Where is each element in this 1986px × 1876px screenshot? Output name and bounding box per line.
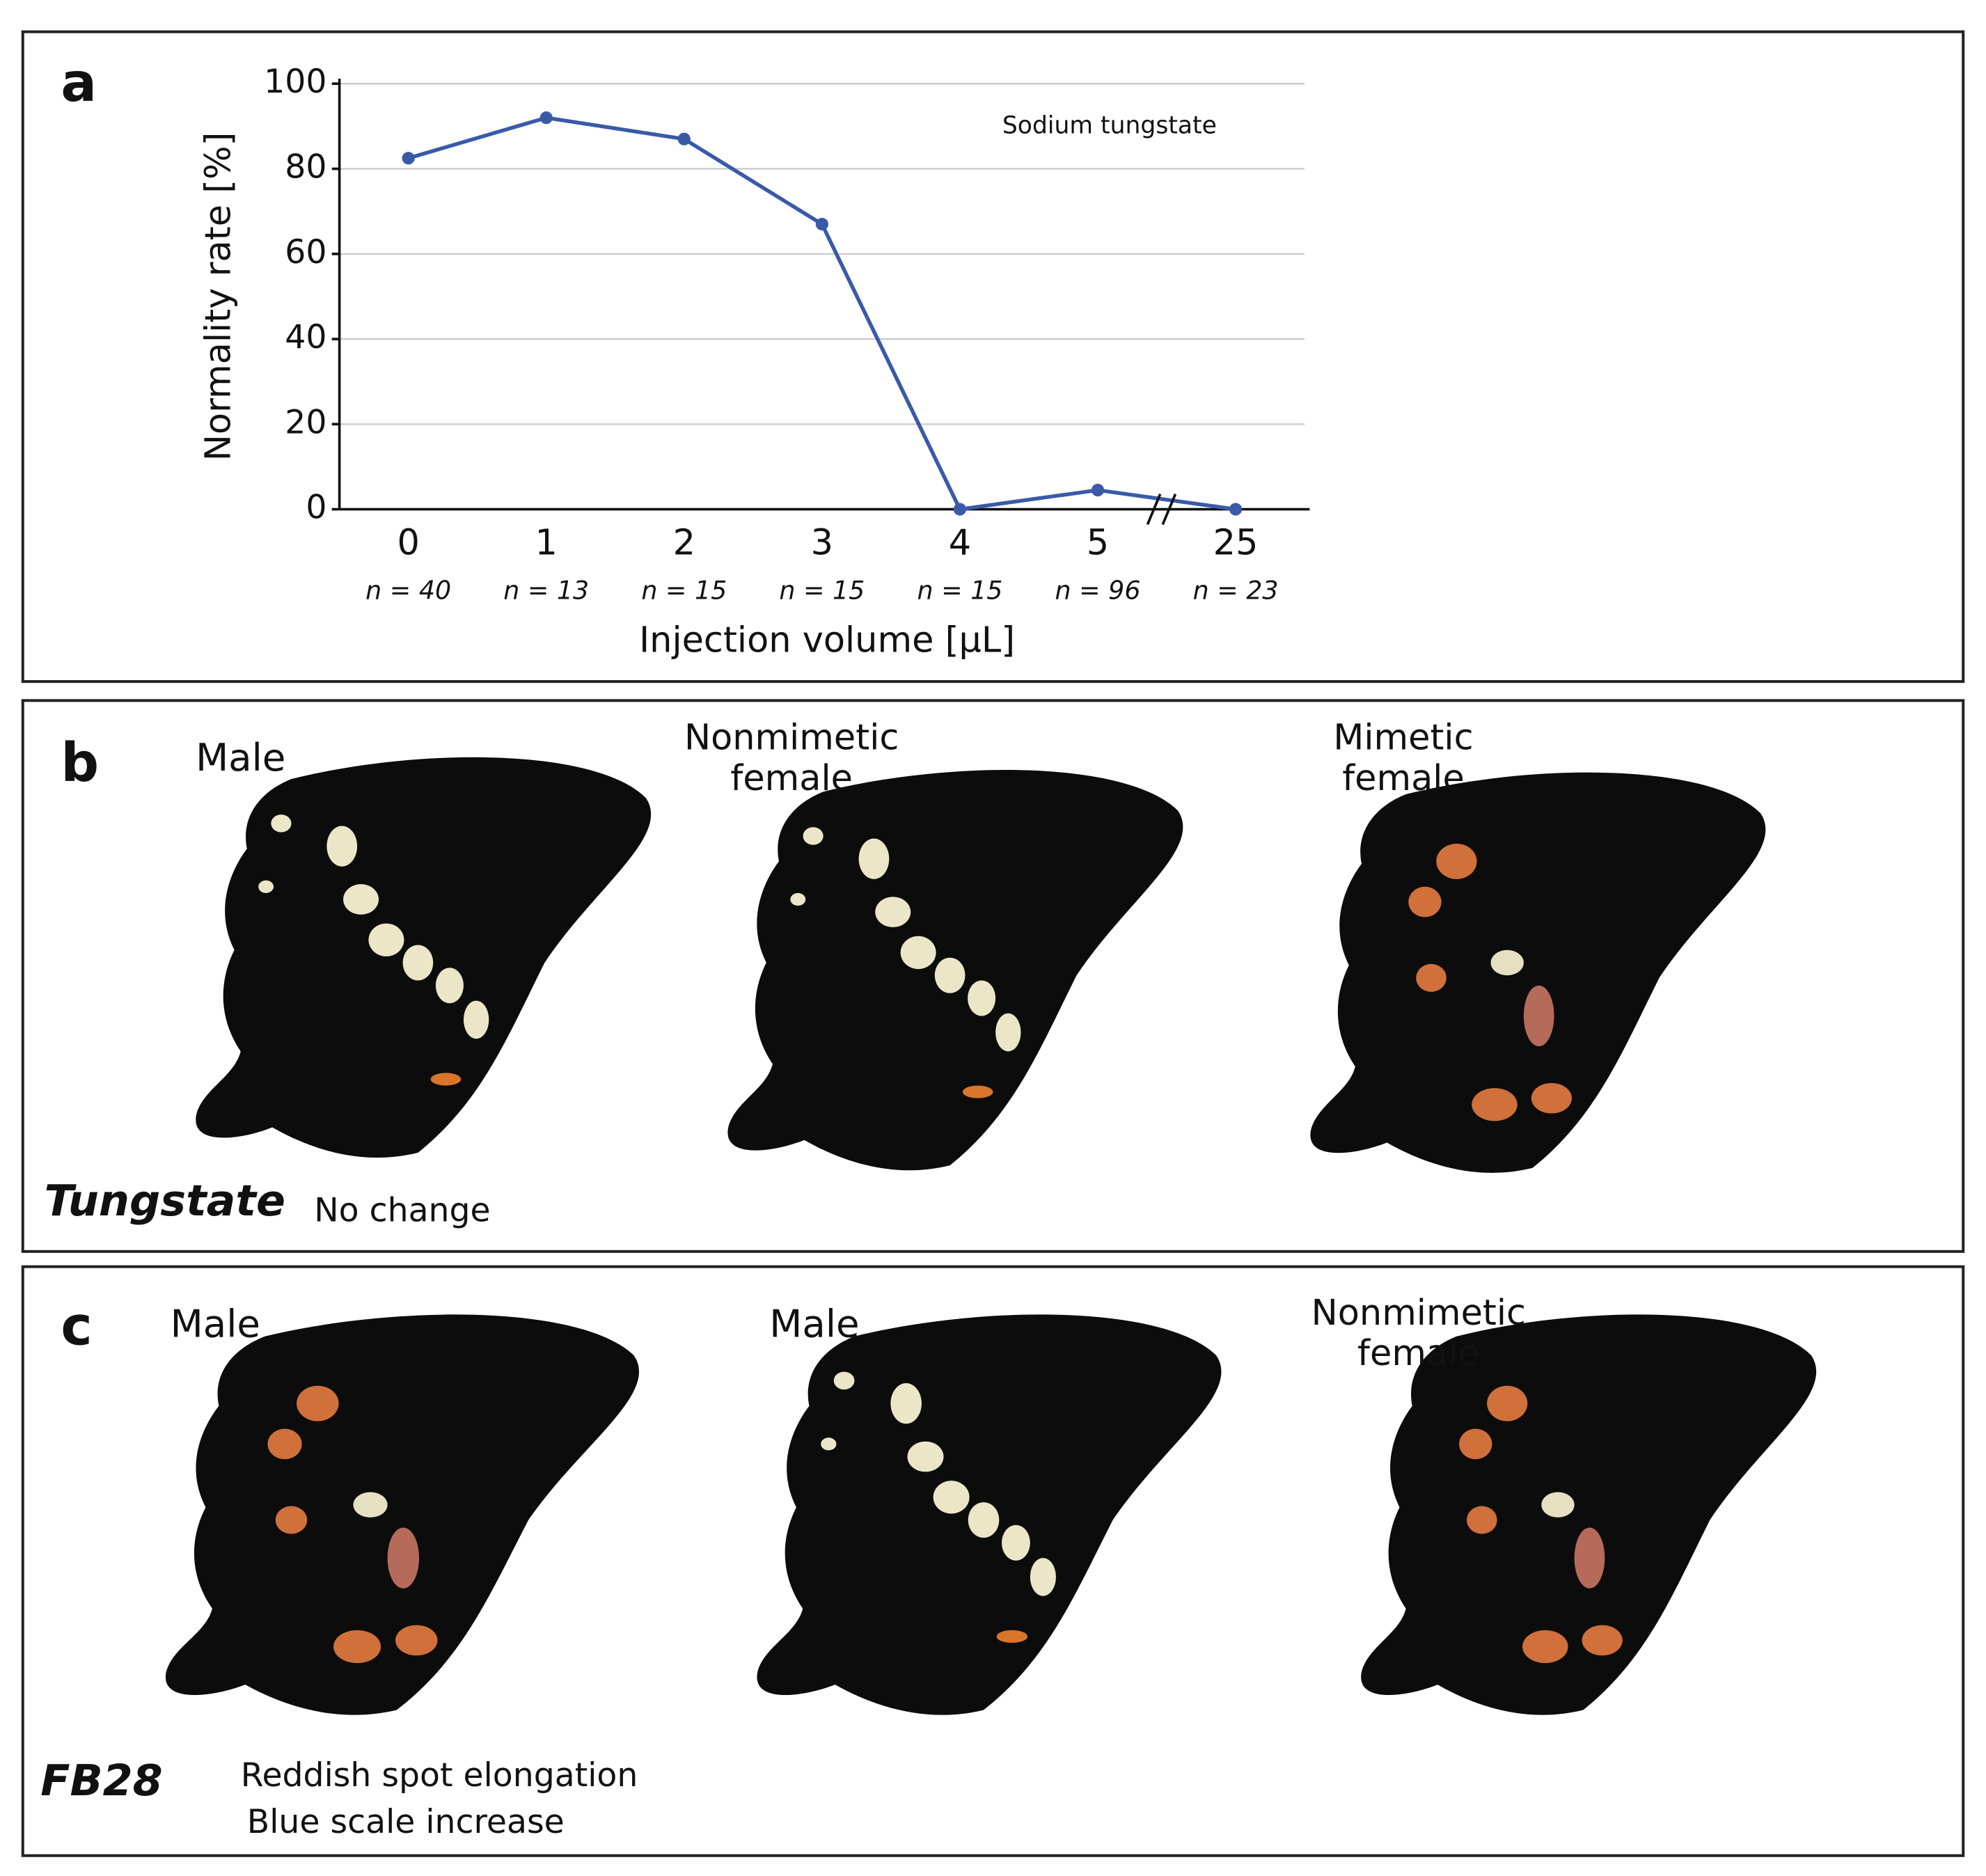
x-tick-label: 4 (949, 523, 971, 564)
x-tick-label: 1 (535, 523, 558, 564)
data-line (407, 116, 1236, 512)
panel-frame (21, 699, 1965, 1253)
sample-size: n = 96 (1055, 575, 1141, 605)
x-tick-label: 5 (1087, 523, 1109, 564)
data-point (402, 152, 415, 165)
x-axis-label: Injection volume [µL] (639, 620, 1015, 661)
data-point (815, 217, 828, 231)
wing-image (727, 770, 1183, 1171)
sample-size: n = 40 (365, 575, 451, 605)
treatment-label: Tungstate (45, 1176, 285, 1226)
x-tick-label: 0 (397, 523, 419, 564)
y-tick-label: 40 (285, 318, 326, 356)
x-tick-label: 25 (1213, 523, 1259, 564)
wing-label: Male (171, 1301, 260, 1346)
y-tick-label: 0 (306, 489, 326, 527)
wing-label: Mimetic female (1333, 718, 1473, 799)
panel-frame (21, 1265, 1965, 1857)
y-tick-label: 100 (264, 63, 326, 101)
treatment-label: FB28 (40, 1756, 163, 1806)
panel-frame (21, 30, 1965, 684)
note: No change (314, 1191, 490, 1229)
y-axis-label: Normality rate [%] (198, 132, 239, 462)
annotation: Sodium tungstate (1002, 112, 1217, 140)
wing-image (1361, 1314, 1817, 1715)
y-tick-label: 60 (285, 233, 326, 271)
wing-image (165, 1314, 640, 1715)
data-point (677, 132, 691, 145)
y-tick-label: 20 (285, 403, 326, 441)
note: Blue scale increase (247, 1803, 565, 1841)
sample-size: n = 23 (1193, 575, 1279, 605)
wing-image (1310, 772, 1766, 1173)
wing-label: Male (769, 1301, 859, 1346)
wing-label: Nonmimetic female (1311, 1293, 1526, 1374)
wing-label: Male (196, 735, 285, 780)
data-point (1229, 503, 1243, 516)
x-tick-label: 2 (673, 523, 695, 564)
panel-letter: a (61, 52, 97, 114)
panel-letter: c (61, 1296, 92, 1358)
x-tick-label: 3 (811, 523, 833, 564)
wing-label: Nonmimetic female (684, 718, 899, 799)
data-point (539, 111, 553, 125)
note: Reddish spot elongation (241, 1756, 638, 1795)
wing-image (757, 1314, 1222, 1715)
sample-size: n = 15 (779, 575, 865, 605)
sample-size: n = 15 (641, 575, 727, 605)
sample-size: n = 13 (503, 575, 589, 605)
axis-break (1146, 494, 1177, 526)
wing-image (196, 757, 652, 1158)
data-point (1091, 483, 1105, 497)
data-point (953, 503, 967, 516)
sample-size: n = 15 (917, 575, 1002, 605)
y-tick-label: 80 (285, 148, 326, 187)
panel-letter: b (61, 732, 99, 794)
plot-area: 0 20 40 60 80 100 0 n = 40 1 n = 13 2 n = 15 3 n = 15… (264, 63, 1310, 605)
